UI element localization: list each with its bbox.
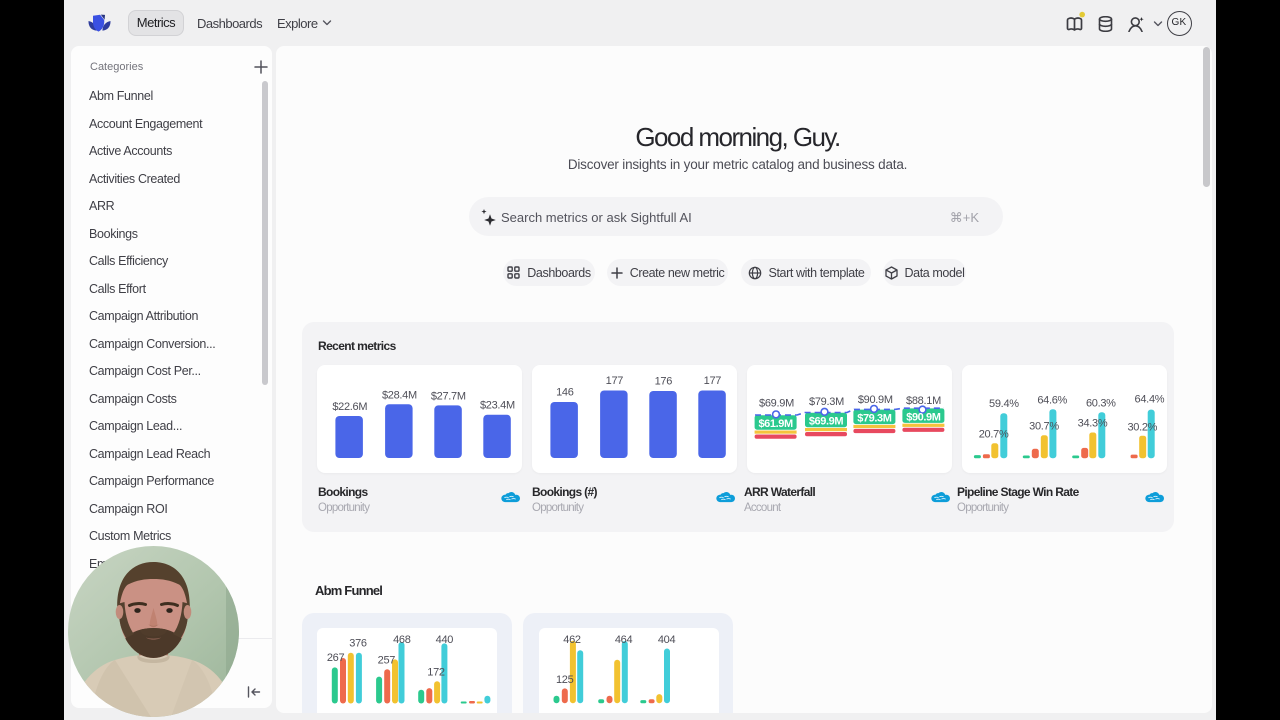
svg-text:468: 468 — [393, 634, 411, 646]
svg-text:404: 404 — [658, 634, 676, 646]
svg-text:$69.9M: $69.9M — [759, 397, 794, 409]
svg-text:64.6%: 64.6% — [1037, 394, 1067, 406]
svg-text:125: 125 — [556, 674, 574, 686]
svg-text:257: 257 — [378, 655, 396, 667]
svg-text:$69.9M: $69.9M — [809, 416, 844, 428]
svg-text:30.2%: 30.2% — [1127, 422, 1157, 434]
svg-text:267: 267 — [327, 652, 345, 664]
svg-text:177: 177 — [606, 375, 624, 387]
svg-text:464: 464 — [615, 634, 633, 646]
svg-text:34.3%: 34.3% — [1078, 418, 1108, 430]
svg-text:$28.4M: $28.4M — [382, 389, 417, 401]
svg-text:30.7%: 30.7% — [1029, 420, 1059, 432]
svg-text:60.3%: 60.3% — [1086, 397, 1116, 409]
svg-text:462: 462 — [563, 634, 581, 646]
svg-text:20.7%: 20.7% — [979, 428, 1009, 440]
svg-text:$61.9M: $61.9M — [758, 418, 793, 430]
svg-text:59.4%: 59.4% — [989, 398, 1019, 410]
svg-text:$23.4M: $23.4M — [480, 400, 515, 412]
svg-text:$90.9M: $90.9M — [858, 394, 893, 406]
svg-text:$90.9M: $90.9M — [906, 411, 941, 423]
svg-text:$22.6M: $22.6M — [332, 401, 367, 413]
svg-text:376: 376 — [349, 638, 367, 650]
svg-text:172: 172 — [427, 667, 445, 679]
svg-text:$79.3M: $79.3M — [809, 396, 844, 408]
svg-text:64.4%: 64.4% — [1135, 394, 1165, 406]
svg-text:$27.7M: $27.7M — [431, 391, 466, 403]
svg-text:177: 177 — [704, 375, 722, 387]
svg-text:$79.3M: $79.3M — [857, 413, 892, 425]
svg-text:146: 146 — [556, 387, 574, 399]
svg-text:176: 176 — [655, 376, 673, 388]
svg-text:$88.1M: $88.1M — [906, 395, 941, 407]
svg-text:440: 440 — [436, 634, 454, 646]
